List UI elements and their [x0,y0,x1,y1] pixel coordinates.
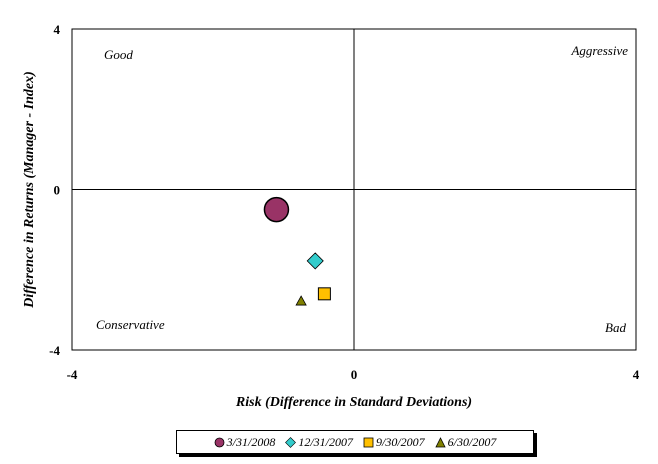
legend-item-3-31-2008: 3/31/2008 [214,434,276,450]
data-points [263,196,331,306]
quadrant-label-conservative: Conservative [96,317,165,332]
data-point-diamond [306,252,324,270]
legend-item-6-30-2007: 6/30/2007 [435,434,497,450]
legend-label: 9/30/2007 [376,434,425,449]
legend-label: 6/30/2007 [447,434,497,449]
triangle-marker-icon [435,436,446,447]
quadrant-label-bad: Bad [605,320,626,335]
y-tick-bottom: -4 [49,343,60,358]
y-axis-title: Difference in Returns (Manager - Index) [22,71,37,309]
x-tick-left: -4 [67,367,78,382]
quadrant-label-aggressive: Aggressive [570,43,628,58]
data-point-triangle [295,295,307,306]
data-point-circle [263,196,290,223]
x-tick-mid: 0 [351,367,358,382]
scatter-chart: 4 0 -4 -4 0 4 Good Aggressive Conservati… [22,22,640,410]
legend-item-12-31-2007: 12/31/2007 [285,435,353,450]
y-tick-top: 4 [54,22,61,37]
quadrant-label-good: Good [104,47,133,62]
legend-item-9-30-2007: 9/30/2007 [363,435,425,450]
diamond-marker-icon [285,436,297,448]
y-tick-mid: 0 [54,183,61,198]
x-tick-right: 4 [633,367,640,382]
square-marker-icon [363,437,374,447]
legend-label: 12/31/2007 [298,434,353,449]
legend-label: 3/31/2008 [226,434,276,449]
x-axis-title: Risk (Difference in Standard Deviations) [235,395,472,410]
data-point-square [317,287,331,301]
legend: 3/31/2008 12/31/2007 9/30/2007 6/30/2007 [176,430,534,454]
circle-marker-icon [214,437,225,447]
